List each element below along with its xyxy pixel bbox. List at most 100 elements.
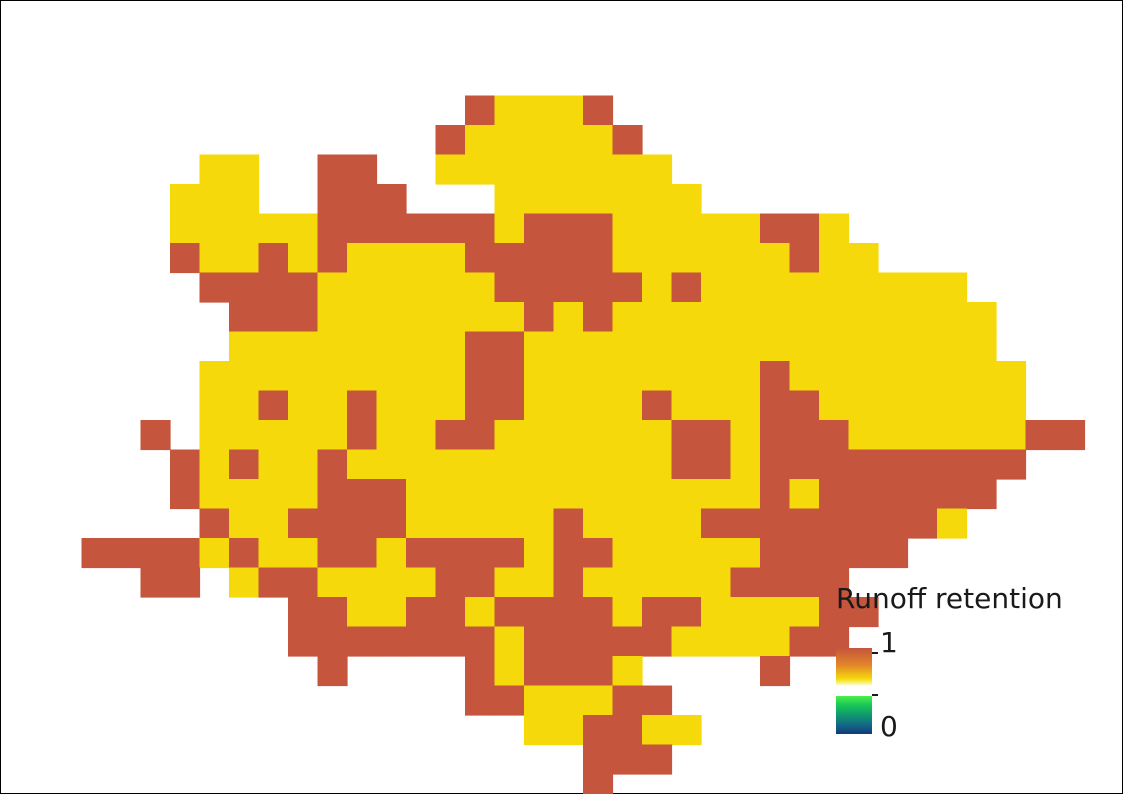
raster-cell-high	[524, 272, 555, 303]
raster-cell-mid	[199, 184, 230, 215]
raster-cell-high	[524, 597, 555, 628]
raster-cell-mid	[465, 154, 496, 185]
raster-cell-mid	[671, 184, 702, 215]
raster-cell-high	[878, 508, 909, 539]
raster-cell-mid	[465, 302, 496, 333]
raster-cell-mid	[347, 567, 378, 598]
raster-cell-mid	[760, 331, 791, 362]
raster-cell-high	[819, 449, 850, 480]
raster-cell-high	[317, 508, 348, 539]
raster-cell-mid	[199, 538, 230, 569]
raster-cell-mid	[494, 302, 525, 333]
raster-cell-high	[317, 626, 348, 657]
raster-cell-mid	[760, 597, 791, 628]
raster-cell-high	[435, 597, 466, 628]
raster-cell-mid	[730, 449, 761, 480]
raster-cell-high	[170, 449, 201, 480]
raster-cell-mid	[376, 538, 407, 569]
raster-cell-mid	[671, 567, 702, 598]
raster-cell-high	[583, 774, 614, 794]
raster-cell-mid	[347, 361, 378, 392]
raster-cell-mid	[435, 243, 466, 274]
raster-cell-mid	[494, 213, 525, 244]
raster-cell-mid	[524, 154, 555, 185]
raster-cell-high	[848, 449, 879, 480]
raster-cell-mid	[553, 302, 584, 333]
raster-cell-mid	[406, 272, 437, 303]
raster-cell-mid	[819, 361, 850, 392]
raster-cell-mid	[199, 420, 230, 451]
raster-cell-high	[819, 538, 850, 569]
raster-cell-mid	[671, 508, 702, 539]
raster-cell-high	[288, 508, 319, 539]
raster-cell-high	[465, 567, 496, 598]
raster-cell-high	[789, 390, 820, 421]
raster-cell-mid	[789, 479, 820, 510]
raster-cell-mid	[819, 272, 850, 303]
raster-cell-mid	[642, 567, 673, 598]
raster-cell-mid	[907, 302, 938, 333]
raster-cell-high	[406, 538, 437, 569]
raster-cell-mid	[435, 361, 466, 392]
raster-cell-mid	[406, 479, 437, 510]
raster-cell-mid	[966, 390, 997, 421]
raster-cell-mid	[494, 508, 525, 539]
raster-cell-mid	[199, 213, 230, 244]
raster-cell-high	[583, 272, 614, 303]
raster-cell-high	[524, 656, 555, 687]
raster-cell-mid	[848, 390, 879, 421]
raster-cell-high	[789, 567, 820, 598]
raster-cell-mid	[612, 331, 643, 362]
raster-cell-high	[848, 538, 879, 569]
raster-cell-mid	[258, 508, 289, 539]
raster-cell-mid	[288, 420, 319, 451]
raster-cell-mid	[347, 272, 378, 303]
legend-min-label: 0	[880, 710, 898, 743]
raster-cell-mid	[612, 302, 643, 333]
raster-cell-mid	[583, 479, 614, 510]
raster-cell-mid	[199, 243, 230, 274]
raster-cell-high	[288, 597, 319, 628]
raster-cell-high	[671, 420, 702, 451]
raster-cell-high	[406, 213, 437, 244]
raster-cell-high	[140, 538, 171, 569]
raster-cell-high	[317, 479, 348, 510]
raster-cell-mid	[347, 243, 378, 274]
raster-cell-high	[583, 656, 614, 687]
raster-cell-mid	[317, 272, 348, 303]
raster-cell-high	[760, 420, 791, 451]
raster-cell-mid	[317, 361, 348, 392]
raster-cell-high	[199, 508, 230, 539]
raster-cell-mid	[937, 361, 968, 392]
raster-cell-mid	[671, 243, 702, 274]
raster-cell-high	[612, 626, 643, 657]
raster-cell-mid	[524, 685, 555, 716]
raster-cell-mid	[878, 361, 909, 392]
raster-cell-mid	[642, 508, 673, 539]
raster-cell-mid	[701, 302, 732, 333]
raster-cell-mid	[317, 331, 348, 362]
raster-cell-mid	[553, 125, 584, 156]
raster-cell-mid	[494, 420, 525, 451]
raster-cell-mid	[701, 567, 732, 598]
raster-cell-mid	[937, 508, 968, 539]
raster-cell-mid	[730, 479, 761, 510]
raster-cell-mid	[701, 479, 732, 510]
raster-cell-mid	[553, 95, 584, 126]
raster-cell-mid	[494, 154, 525, 185]
raster-cell-high	[760, 361, 791, 392]
legend-color-bar	[836, 648, 872, 734]
raster-cell-high	[583, 95, 614, 126]
raster-cell-mid	[524, 420, 555, 451]
raster-cell-high	[553, 567, 584, 598]
raster-cell-mid	[878, 272, 909, 303]
raster-cell-mid	[671, 213, 702, 244]
raster-cell-mid	[730, 302, 761, 333]
raster-cell-mid	[435, 154, 466, 185]
raster-cell-mid	[524, 538, 555, 569]
raster-cell-mid	[553, 420, 584, 451]
legend-title: Runoff retention	[836, 582, 1063, 615]
raster-cell-mid	[406, 420, 437, 451]
raster-cell-high	[583, 744, 614, 775]
raster-cell-mid	[465, 479, 496, 510]
